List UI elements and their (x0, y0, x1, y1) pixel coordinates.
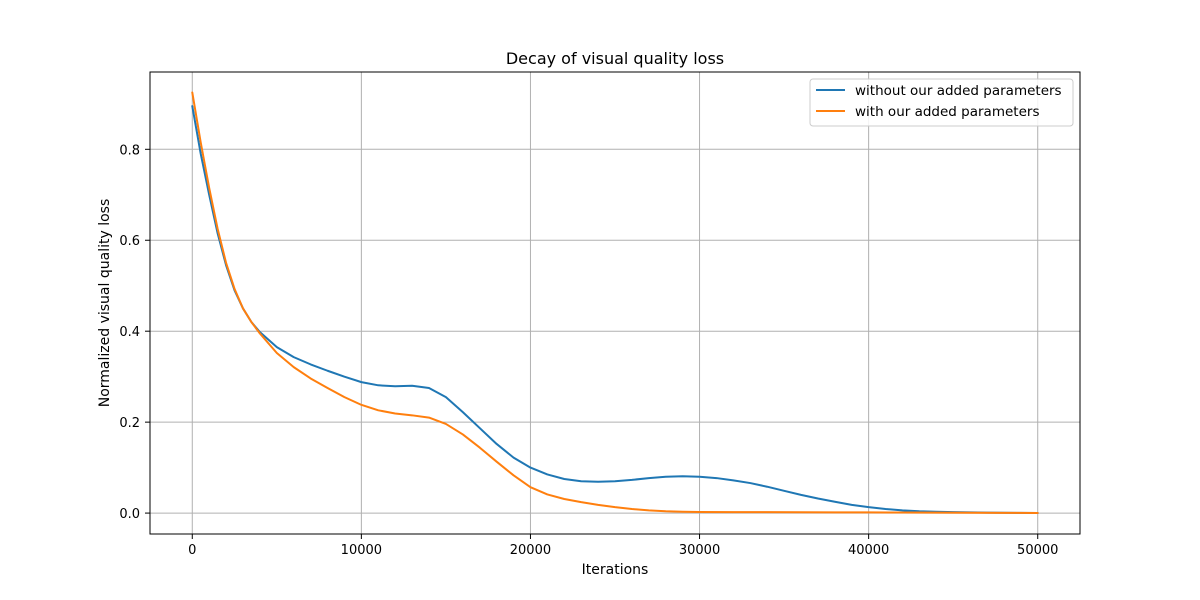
x-tick-label: 40000 (848, 543, 889, 558)
x-axis-label: Iterations (582, 562, 649, 578)
x-tick-label: 50000 (1017, 543, 1058, 558)
chart-title: Decay of visual quality loss (506, 49, 724, 68)
y-axis-label: Normalized visual quality loss (97, 199, 113, 408)
y-tick-label: 0.4 (119, 325, 140, 340)
y-tick-label: 0.8 (119, 143, 140, 158)
legend-label-without: without our added parameters (855, 83, 1062, 99)
plot-frame (149, 71, 1081, 535)
series-line-1 (191, 91, 1039, 514)
series-group (191, 91, 1039, 514)
y-tick-label: 0.0 (119, 507, 140, 522)
x-tick-label: 10000 (341, 543, 382, 558)
y-tick-label: 0.2 (119, 416, 140, 431)
legend-label-with: with our added parameters (855, 104, 1039, 120)
x-tick-label: 30000 (679, 543, 720, 558)
x-tick-label: 20000 (510, 543, 551, 558)
series-line-0 (191, 105, 1039, 514)
y-tick-label: 0.6 (119, 234, 140, 249)
ticks: 0 10000 20000 30000 40000 50000 0.0 0.2 0.4 0.6 0.… (119, 143, 1058, 558)
legend-box (809, 78, 1074, 127)
legend: without our added parameters with our ad… (809, 78, 1074, 127)
x-tick-label: 0 (188, 543, 196, 558)
